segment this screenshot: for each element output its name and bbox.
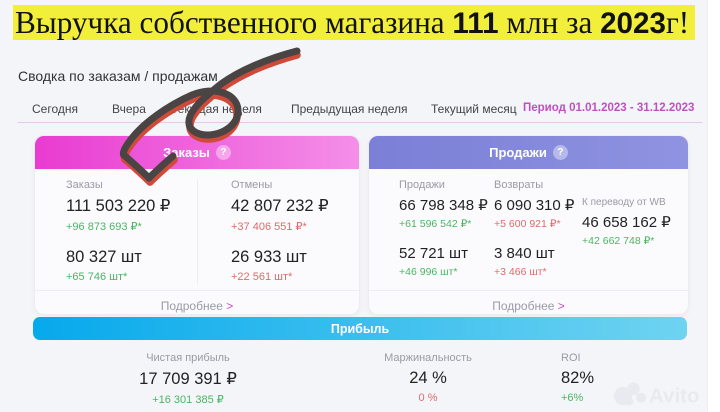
svg-text:Avito: Avito [649, 385, 700, 408]
